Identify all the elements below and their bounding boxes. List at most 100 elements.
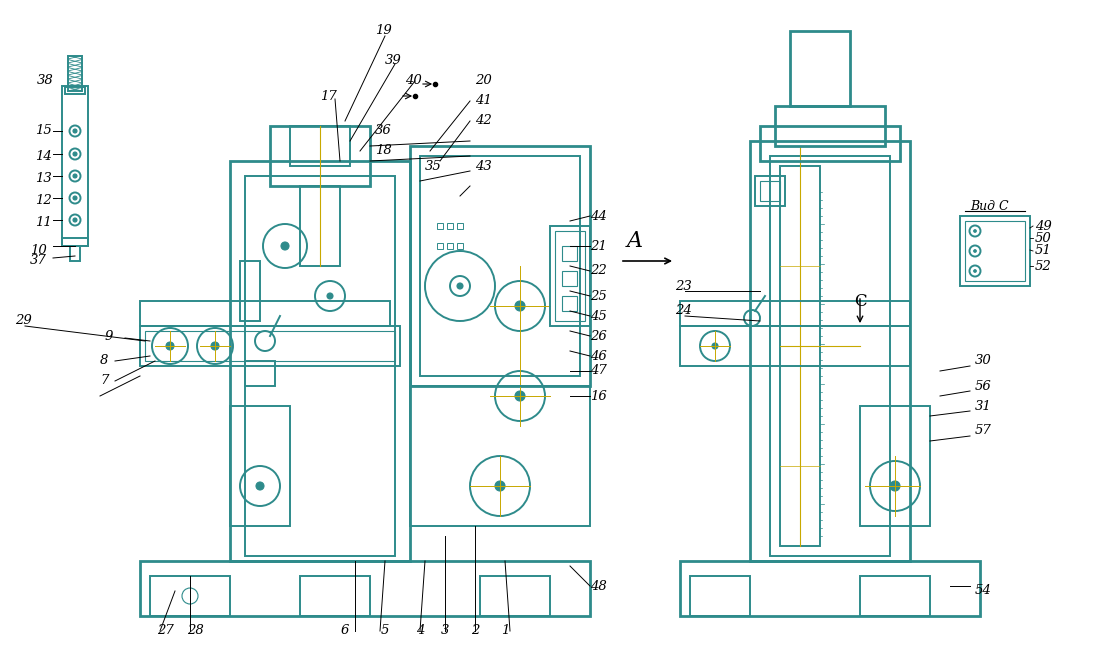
Text: 24: 24: [675, 304, 692, 318]
Text: Вид С: Вид С: [970, 200, 1009, 212]
Text: 13: 13: [35, 172, 52, 186]
Bar: [456, 223, 463, 229]
Circle shape: [712, 343, 718, 349]
Bar: [790, 31, 850, 106]
Circle shape: [327, 293, 333, 299]
Bar: [480, 576, 550, 616]
Text: 18: 18: [375, 145, 392, 157]
Circle shape: [211, 342, 219, 350]
Text: 52: 52: [1035, 260, 1052, 272]
Circle shape: [974, 250, 977, 252]
Text: 30: 30: [975, 354, 992, 368]
Bar: [245, 176, 395, 556]
Text: 39: 39: [385, 55, 402, 67]
Circle shape: [256, 482, 264, 490]
Text: 37: 37: [30, 254, 46, 268]
Circle shape: [73, 129, 77, 133]
Bar: [437, 243, 443, 249]
Bar: [550, 226, 590, 326]
Text: 40: 40: [405, 75, 421, 87]
Text: 16: 16: [590, 390, 607, 402]
Circle shape: [890, 481, 900, 491]
Circle shape: [73, 218, 77, 222]
Circle shape: [280, 242, 289, 250]
Text: 10: 10: [30, 244, 46, 258]
Text: 21: 21: [590, 240, 607, 252]
Text: 17: 17: [320, 89, 337, 103]
Bar: [965, 221, 1025, 281]
Text: 54: 54: [975, 585, 992, 597]
Text: 42: 42: [475, 115, 492, 127]
Bar: [755, 176, 785, 206]
Circle shape: [73, 174, 77, 178]
Bar: [562, 296, 578, 311]
Text: 20: 20: [475, 75, 492, 87]
Text: 46: 46: [590, 350, 607, 362]
Bar: [300, 576, 370, 616]
Text: 47: 47: [590, 364, 607, 378]
Bar: [68, 56, 82, 91]
Bar: [245, 361, 275, 386]
Bar: [680, 301, 910, 326]
Bar: [680, 326, 910, 366]
Bar: [140, 561, 590, 616]
Bar: [760, 126, 900, 161]
Bar: [270, 126, 370, 186]
Bar: [960, 216, 1030, 286]
Bar: [776, 106, 886, 146]
Text: 44: 44: [590, 210, 607, 222]
Bar: [447, 243, 453, 249]
Bar: [410, 386, 590, 526]
Bar: [456, 243, 463, 249]
Bar: [437, 223, 443, 229]
Bar: [230, 161, 410, 561]
Text: 51: 51: [1035, 244, 1052, 258]
Bar: [62, 238, 88, 246]
Bar: [780, 166, 820, 546]
Text: 8: 8: [100, 354, 109, 368]
Circle shape: [515, 391, 525, 401]
Circle shape: [974, 270, 977, 272]
Text: 57: 57: [975, 424, 992, 438]
Text: С: С: [854, 292, 867, 310]
Circle shape: [73, 196, 77, 200]
Bar: [562, 271, 578, 286]
Bar: [562, 246, 578, 261]
Bar: [410, 146, 590, 386]
Text: 12: 12: [35, 194, 52, 208]
Circle shape: [974, 230, 977, 232]
Text: 4: 4: [416, 625, 425, 637]
Bar: [230, 406, 290, 526]
Circle shape: [495, 481, 505, 491]
Bar: [770, 156, 890, 556]
Text: 7: 7: [100, 374, 109, 388]
Circle shape: [456, 283, 463, 289]
Text: 43: 43: [475, 159, 492, 172]
Text: 31: 31: [975, 400, 992, 412]
Bar: [290, 126, 350, 166]
Bar: [750, 141, 910, 561]
Bar: [70, 246, 80, 261]
Circle shape: [515, 301, 525, 311]
Text: 15: 15: [35, 125, 52, 137]
Bar: [420, 156, 580, 376]
Text: 41: 41: [475, 95, 492, 107]
Text: 1: 1: [500, 625, 509, 637]
Bar: [690, 576, 750, 616]
Text: 50: 50: [1035, 232, 1052, 244]
Bar: [150, 576, 230, 616]
Bar: [62, 86, 88, 246]
Text: 5: 5: [381, 625, 389, 637]
Text: 25: 25: [590, 290, 607, 302]
Bar: [300, 186, 340, 266]
Bar: [65, 87, 85, 94]
Text: 6: 6: [341, 625, 349, 637]
Bar: [447, 223, 453, 229]
Text: 14: 14: [35, 151, 52, 163]
Bar: [240, 261, 260, 321]
Text: 28: 28: [187, 625, 204, 637]
Circle shape: [73, 152, 77, 156]
Text: 22: 22: [590, 264, 607, 278]
Bar: [760, 181, 780, 201]
Text: 26: 26: [590, 330, 607, 342]
